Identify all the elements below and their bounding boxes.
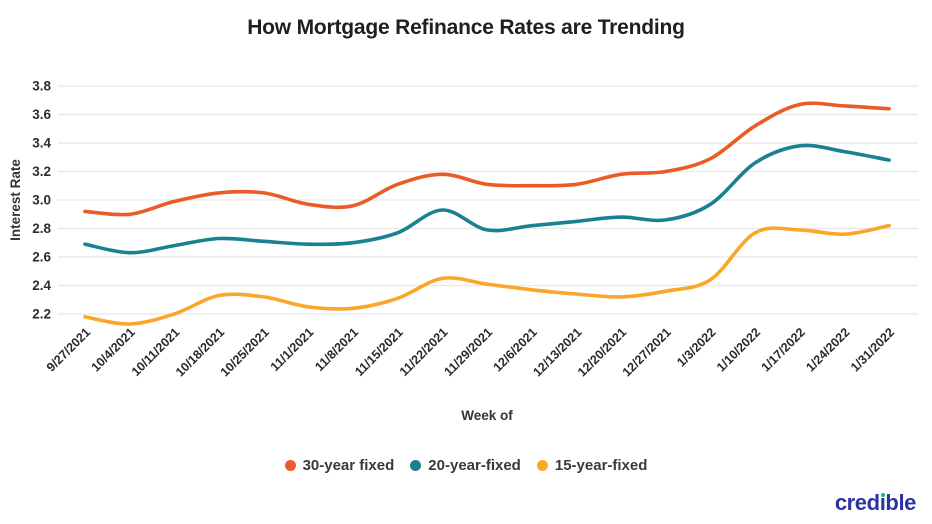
series-line-15-year-fixed (83, 223, 891, 326)
y-tick-label: 2.6 (32, 250, 51, 265)
legend-dot-icon (536, 459, 548, 471)
legend-label: 30-year fixed (302, 456, 395, 474)
y-tick-label: 2.8 (32, 221, 51, 236)
legend-dot-icon (284, 459, 296, 471)
x-tick-label: 1/24/2022 (803, 325, 852, 374)
credible-logo: credıble (834, 490, 917, 515)
series-line-30-year-fixed (83, 101, 891, 217)
legend-dot-icon (410, 459, 422, 471)
x-tick-label: 12/27/2021 (620, 325, 674, 379)
x-tick-label: 1/10/2022 (714, 325, 763, 374)
legend-label: 20-year-fixed (428, 456, 521, 474)
legend-label: 15-year-fixed (554, 456, 648, 474)
chart-svg: 3.8 3.6 3.4 3.2 3.0 2.8 2.6 2.4 2.2 Interest Rate… (8, 79, 918, 423)
legend-item-30-year-fixed: 30-year fixed (284, 456, 395, 474)
logo-i-dot: ı (879, 490, 886, 515)
y-tick-label: 3.8 (32, 79, 51, 94)
chart-legend: 30-year fixed 20-year-fixed 15-year-fixe… (0, 452, 932, 478)
y-axis-label: Interest Rate (8, 159, 23, 241)
legend-item-20-year-fixed: 20-year-fixed (410, 457, 521, 474)
x-tick-label: 9/27/2021 (44, 325, 93, 374)
legend-item-15-year-fixed: 15-year-fixed (536, 456, 648, 474)
series-line-20-year-fixed (83, 143, 891, 255)
y-tick-label: 2.2 (32, 307, 51, 322)
x-tick-label: 11/29/2021 (441, 325, 495, 379)
x-tick-label: 1/17/2022 (759, 325, 808, 374)
y-tick-label: 2.4 (32, 278, 51, 293)
x-tick-label: 1/3/2022 (674, 325, 718, 369)
x-axis-label: Week of (461, 408, 513, 423)
x-tick-label: 11/1/2021 (268, 325, 317, 374)
y-tick-label: 3.0 (32, 193, 51, 208)
y-tick-label: 3.6 (32, 107, 51, 122)
chart-title: How Mortgage Refinance Rates are Trendin… (247, 16, 685, 39)
y-tick-label: 3.4 (32, 136, 51, 151)
x-tick-label: 10/25/2021 (218, 325, 272, 379)
y-tick-label: 3.2 (32, 164, 51, 179)
x-tick-label: 1/31/2022 (848, 325, 897, 374)
